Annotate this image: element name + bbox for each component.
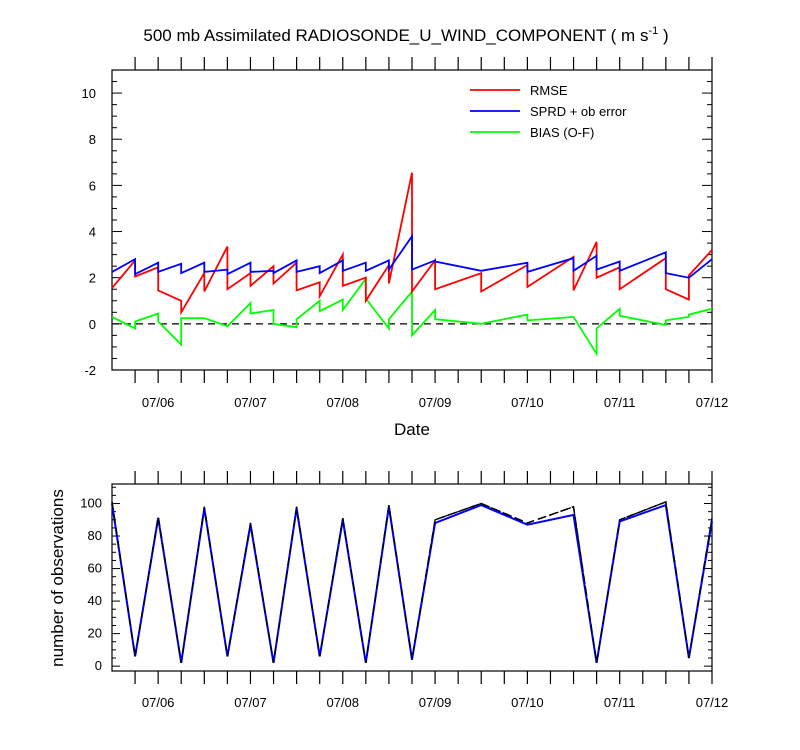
y-tick-label: 80 — [88, 528, 102, 543]
bottom-series-group — [111, 500, 713, 664]
observations-assimilated-line — [111, 503, 713, 664]
y-tick-label: 60 — [88, 561, 102, 576]
x-tick-label: 07/08 — [326, 695, 359, 710]
x-tick-label: 07/07 — [234, 695, 267, 710]
bottom-plot-frame — [111, 483, 713, 672]
x-tick-label: 07/06 — [142, 395, 175, 410]
y-tick-label: 2 — [89, 271, 96, 286]
legend: RMSE SPRD + ob error BIAS (O-F) — [470, 83, 627, 140]
x-tick-label: 07/10 — [511, 395, 544, 410]
y-tick-label: 0 — [89, 317, 96, 332]
x-tick-label: 07/06 — [142, 695, 175, 710]
y-tick-label: 4 — [89, 225, 96, 240]
x-axis-title: Date — [394, 420, 430, 439]
y-tick-label: 20 — [88, 626, 102, 641]
y-tick-label: 8 — [89, 132, 96, 147]
top-axis-ticks: -2 0 2 4 6 8 10 07/06 07/07 07/08 07/09 07/10 07/11 0… — [82, 57, 729, 410]
y-tick-label: -2 — [84, 363, 96, 378]
y-tick-label: 100 — [80, 496, 102, 511]
y-tick-label: 40 — [88, 593, 102, 608]
bottom-chart-panel: 0 20 40 60 80 100 07/06 07/07 07/08 07/09 07/10 07/… — [48, 471, 728, 710]
y-tick-label: 10 — [82, 86, 96, 101]
x-tick-label: 07/09 — [419, 395, 452, 410]
y-tick-label: 6 — [89, 178, 96, 193]
x-tick-label: 07/11 — [604, 395, 636, 410]
rmse-line — [111, 172, 713, 316]
y-tick-label: 0 — [95, 658, 102, 673]
legend-label: SPRD + ob error — [530, 104, 627, 119]
bottom-axis-ticks: 0 20 40 60 80 100 07/06 07/07 07/08 07/09 07/10 07/… — [80, 471, 728, 710]
observations-possible-line-overlay — [111, 500, 713, 664]
x-tick-label: 07/12 — [696, 395, 729, 410]
sprd-ob-error-line — [111, 233, 713, 279]
x-tick-label: 07/12 — [696, 695, 729, 710]
top-series-group — [111, 172, 713, 357]
x-tick-label: 07/07 — [234, 395, 267, 410]
chart-title: 500 mb Assimilated RADIOSONDE_U_WIND_COM… — [143, 25, 668, 45]
legend-label: BIAS (O-F) — [530, 125, 594, 140]
y-axis-title: number of observations — [48, 489, 67, 667]
x-tick-label: 07/09 — [419, 695, 452, 710]
legend-label: RMSE — [530, 83, 568, 98]
x-tick-label: 07/10 — [511, 695, 544, 710]
x-tick-label: 07/11 — [604, 695, 636, 710]
x-tick-label: 07/08 — [326, 395, 359, 410]
top-chart-panel: 500 mb Assimilated RADIOSONDE_U_WIND_COM… — [82, 25, 729, 439]
